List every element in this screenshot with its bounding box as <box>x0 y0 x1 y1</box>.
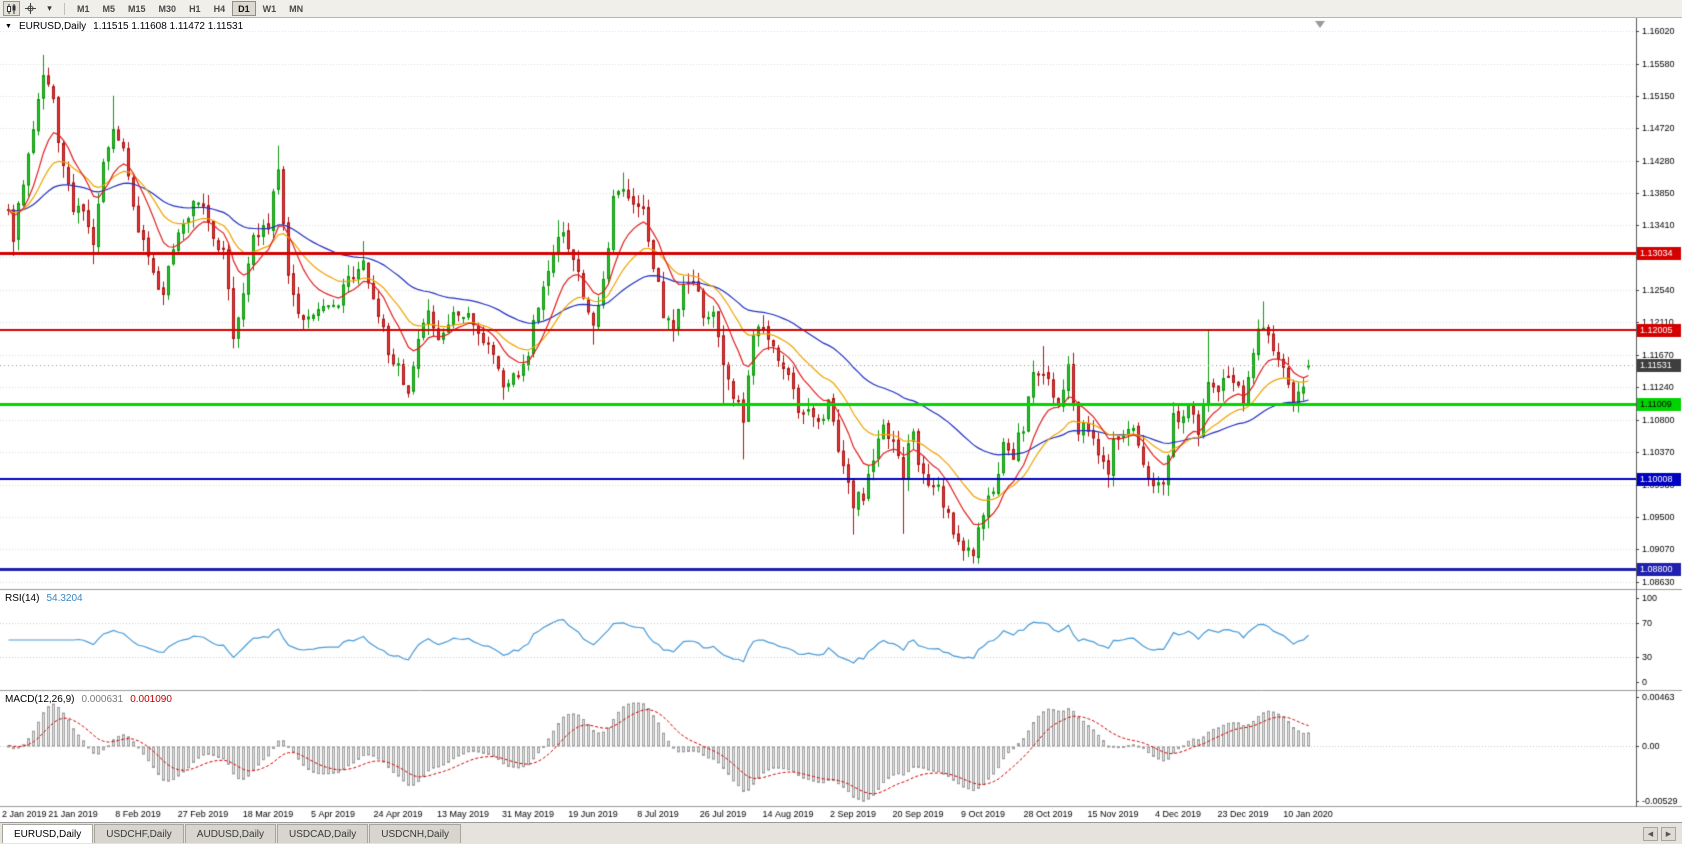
chart-tabs-list: EURUSD,Daily USDCHF,Daily AUDUSD,Daily USDC… <box>2 824 462 843</box>
crosshair-glyph <box>25 3 36 14</box>
timeframe-button-h4[interactable]: H4 <box>213 3 226 14</box>
chart-tab-eurusd[interactable]: EURUSD,Daily <box>2 824 94 843</box>
timeframe-button-m15[interactable]: M15 <box>128 3 146 14</box>
timeframe-button-d1[interactable]: D1 <box>232 1 256 16</box>
timeframe-button-h1[interactable]: H1 <box>189 3 201 14</box>
chart-canvas[interactable] <box>0 18 1682 822</box>
candlestick-chart-icon[interactable] <box>3 1 20 16</box>
chart-tabs-bar: EURUSD,Daily USDCHF,Daily AUDUSD,Daily USDC… <box>0 822 1682 844</box>
chart-area: ▼ EURUSD,Daily 1.11515 1.11608 1.11472 1… <box>0 18 1682 822</box>
chart-tab-audusd[interactable]: AUDUSD,Daily <box>184 824 277 843</box>
toolbar-separator <box>64 2 65 15</box>
tab-scroll-left-button[interactable]: ◀ <box>1643 827 1658 841</box>
tab-scroll-right-button[interactable]: ▶ <box>1661 827 1676 841</box>
tab-scroll-arrows: ◀ ▶ <box>1643 824 1680 841</box>
timeframe-bar: M1 M5 M15 M30 H1 H4 D1 W1 MN <box>71 1 309 16</box>
timeframe-button-m1[interactable]: M1 <box>77 3 90 14</box>
candlestick-glyph <box>6 3 15 14</box>
chart-tab-usdcnh[interactable]: USDCNH,Daily <box>369 824 462 843</box>
crosshair-icon[interactable] <box>22 1 39 16</box>
timeframe-button-mn[interactable]: MN <box>289 3 304 14</box>
timeframe-button-m30[interactable]: M30 <box>158 3 177 14</box>
timeframe-button-m5[interactable]: M5 <box>102 3 116 14</box>
drawing-tools-dropdown-icon[interactable]: ▾ <box>47 3 52 13</box>
timeframe-button-w1[interactable]: W1 <box>262 3 277 14</box>
chart-tab-usdchf[interactable]: USDCHF,Daily <box>94 824 184 843</box>
toolbar: ▾ M1 M5 M15 M30 H1 H4 D1 W1 MN <box>0 0 1682 18</box>
chart-tab-usdcad[interactable]: USDCAD,Daily <box>277 824 369 843</box>
chart-menu-icon[interactable]: ▼ <box>5 23 12 30</box>
